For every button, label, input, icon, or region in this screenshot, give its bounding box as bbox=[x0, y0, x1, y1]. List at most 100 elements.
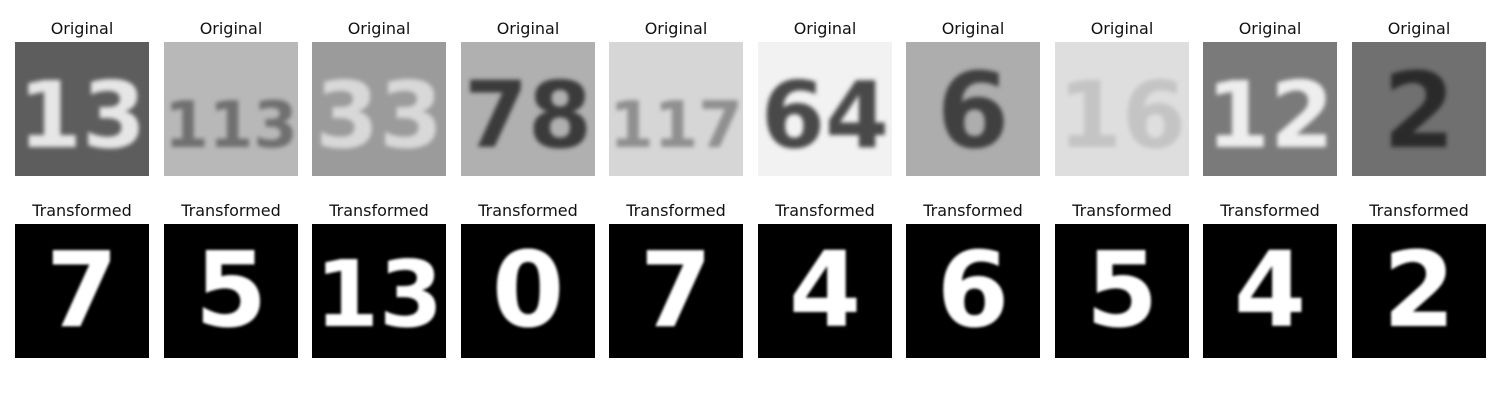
transformed-digit-glyph: 5 bbox=[195, 229, 267, 351]
transformed-cell: Transformed 4 bbox=[1203, 200, 1337, 360]
original-title: Original bbox=[347, 19, 411, 38]
transformed-cell: Transformed 6 bbox=[906, 200, 1040, 360]
original-digit-svg: 33 bbox=[312, 42, 446, 176]
mnist-digit-6-image: 6 bbox=[906, 224, 1040, 358]
transformed-cell: Transformed 4 bbox=[758, 200, 892, 360]
transformed-digit-glyph: 7 bbox=[46, 229, 118, 351]
transformed-digit-svg: 7 bbox=[609, 224, 743, 358]
original-digit-svg: 113 bbox=[164, 42, 298, 176]
original-title: Original bbox=[496, 19, 560, 38]
original-digit-glyph: 6 bbox=[937, 50, 1009, 172]
transformed-title: Transformed bbox=[32, 201, 132, 220]
transformed-digit-svg: 4 bbox=[758, 224, 892, 358]
transformed-title: Transformed bbox=[923, 201, 1023, 220]
svhn-digit-33-image: 33 bbox=[312, 42, 446, 176]
transformed-image-background bbox=[758, 224, 892, 358]
transformed-digit-glyph: 4 bbox=[789, 229, 861, 351]
transformed-cell: Transformed 5 bbox=[164, 200, 298, 360]
svhn-digit-16-image: 16 bbox=[1055, 42, 1189, 176]
transformed-image-background bbox=[609, 224, 743, 358]
transformed-digit-svg: 6 bbox=[906, 224, 1040, 358]
mnist-digit-5-image: 5 bbox=[1055, 224, 1189, 358]
transformed-cell: Transformed 7 bbox=[609, 200, 743, 360]
mnist-digit-0-image: 0 bbox=[461, 224, 595, 358]
transformed-digit-glyph: 5 bbox=[1086, 229, 1158, 351]
original-cell: Original 78 bbox=[461, 18, 595, 178]
transformed-digit-svg: 13 bbox=[312, 224, 446, 358]
original-digit-glyph: 12 bbox=[1206, 62, 1334, 169]
original-title: Original bbox=[644, 19, 708, 38]
transformed-digit-glyph: 7 bbox=[640, 229, 712, 351]
svhn-digit-117-image: 117 bbox=[609, 42, 743, 176]
original-digit-svg: 13 bbox=[15, 42, 149, 176]
transformed-digit-svg: 2 bbox=[1352, 224, 1486, 358]
transformed-cell: Transformed 0 bbox=[461, 200, 595, 360]
mnist-digit-7-image: 7 bbox=[15, 224, 149, 358]
original-image-background bbox=[758, 42, 892, 176]
mnist-digit-4-image: 4 bbox=[1203, 224, 1337, 358]
original-digit-glyph: 117 bbox=[609, 89, 743, 163]
transformed-digit-glyph: 2 bbox=[1383, 229, 1455, 351]
transformed-cell: Transformed 2 bbox=[1352, 200, 1486, 360]
original-digit-svg: 12 bbox=[1203, 42, 1337, 176]
original-digit-glyph: 78 bbox=[464, 62, 592, 169]
transformed-digit-svg: 5 bbox=[1055, 224, 1189, 358]
transformed-title: Transformed bbox=[1220, 201, 1320, 220]
svhn-digit-2-image: 2 bbox=[1352, 42, 1486, 176]
original-digit-glyph: 2 bbox=[1383, 50, 1455, 172]
original-title: Original bbox=[941, 19, 1005, 38]
original-image-background bbox=[1055, 42, 1189, 176]
original-image-background bbox=[906, 42, 1040, 176]
transformed-digit-glyph: 0 bbox=[492, 229, 564, 351]
original-image-background bbox=[1352, 42, 1486, 176]
original-digit-glyph: 16 bbox=[1058, 62, 1186, 169]
svhn-digit-12-image: 12 bbox=[1203, 42, 1337, 176]
transformed-title: Transformed bbox=[329, 201, 429, 220]
svhn-digit-6-image: 6 bbox=[906, 42, 1040, 176]
transformed-digit-svg: 7 bbox=[15, 224, 149, 358]
original-cell: Original 16 bbox=[1055, 18, 1189, 178]
original-image-background bbox=[15, 42, 149, 176]
transformed-digit-glyph: 6 bbox=[937, 229, 1009, 351]
transformed-digit-svg: 5 bbox=[164, 224, 298, 358]
original-image-background bbox=[1203, 42, 1337, 176]
transformed-digit-svg: 4 bbox=[1203, 224, 1337, 358]
original-image-background bbox=[461, 42, 595, 176]
transformed-title: Transformed bbox=[181, 201, 281, 220]
transformed-image-background bbox=[164, 224, 298, 358]
transformed-title: Transformed bbox=[775, 201, 875, 220]
original-digit-svg: 117 bbox=[609, 42, 743, 176]
original-image-background bbox=[164, 42, 298, 176]
original-image-background bbox=[312, 42, 446, 176]
original-digit-svg: 2 bbox=[1352, 42, 1486, 176]
transformed-digit-glyph: 4 bbox=[1234, 229, 1306, 351]
mnist-digit-7-image: 7 bbox=[609, 224, 743, 358]
transformed-digit-svg: 0 bbox=[461, 224, 595, 358]
original-title: Original bbox=[793, 19, 857, 38]
transformed-image-background bbox=[1203, 224, 1337, 358]
original-title: Original bbox=[1090, 19, 1154, 38]
original-digit-svg: 64 bbox=[758, 42, 892, 176]
transformed-image-background bbox=[15, 224, 149, 358]
mnist-digit-13-image: 13 bbox=[312, 224, 446, 358]
transformed-title: Transformed bbox=[626, 201, 726, 220]
transformed-cell: Transformed 5 bbox=[1055, 200, 1189, 360]
original-digit-svg: 16 bbox=[1055, 42, 1189, 176]
original-title: Original bbox=[199, 19, 263, 38]
original-cell: Original 113 bbox=[164, 18, 298, 178]
svhn-digit-78-image: 78 bbox=[461, 42, 595, 176]
original-digit-glyph: 113 bbox=[164, 89, 298, 163]
original-images-row: Original 13 Original 113 Original 33 Original 7… bbox=[0, 18, 1500, 178]
original-title: Original bbox=[1387, 19, 1451, 38]
transformed-image-background bbox=[1352, 224, 1486, 358]
original-cell: Original 2 bbox=[1352, 18, 1486, 178]
transformed-image-background bbox=[312, 224, 446, 358]
transformed-title: Transformed bbox=[478, 201, 578, 220]
original-cell: Original 33 bbox=[312, 18, 446, 178]
original-cell: Original 6 bbox=[906, 18, 1040, 178]
original-title: Original bbox=[50, 19, 114, 38]
svhn-digit-113-image: 113 bbox=[164, 42, 298, 176]
transformed-cell: Transformed 13 bbox=[312, 200, 446, 360]
mnist-digit-2-image: 2 bbox=[1352, 224, 1486, 358]
